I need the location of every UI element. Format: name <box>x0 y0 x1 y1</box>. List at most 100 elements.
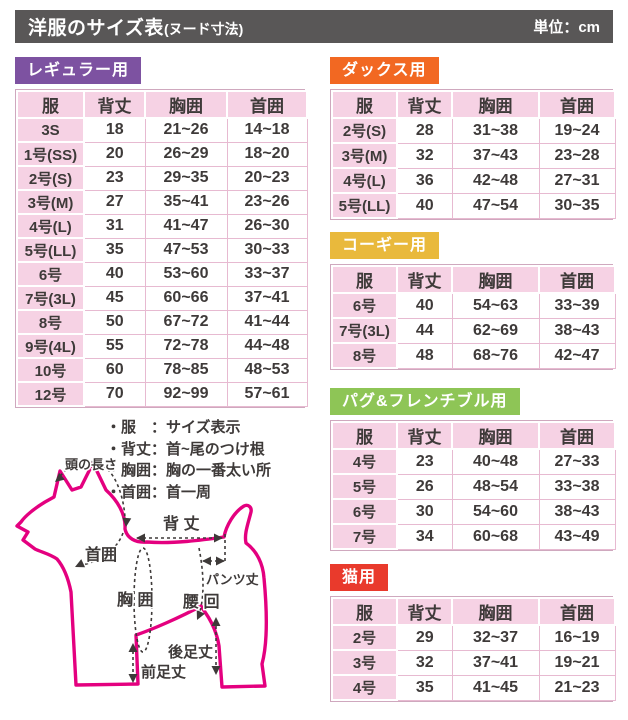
column-header: 胸囲 <box>451 265 540 294</box>
size-name-cell: 4号(L) <box>16 213 85 239</box>
value-cell: 48 <box>396 342 453 369</box>
measure-line-head <box>56 460 126 522</box>
column-header: 服 <box>331 421 398 450</box>
label-chest-girth: 胸 囲 <box>117 590 153 609</box>
size-table-corgi: 服背丈 胸囲 首囲 6号 40 54~63 33~39 7号(3L) 44 62~69 38~43 8… <box>331 265 616 369</box>
table-row: 8号 50 67~72 41~44 <box>16 309 308 335</box>
table-row: 4号(L) 31 41~47 26~30 <box>16 213 308 239</box>
value-cell: 55 <box>83 333 146 359</box>
size-name-cell: 1号(SS) <box>16 141 85 167</box>
value-cell: 33~37 <box>226 261 308 287</box>
value-cell: 44~48 <box>226 333 308 359</box>
value-cell: 72~78 <box>144 333 228 359</box>
table-row: 7号(3L) 44 62~69 38~43 <box>331 317 616 344</box>
badge-regular: レギュラー用 <box>15 57 142 84</box>
header-row: 服背丈 胸囲 首囲 <box>331 265 616 294</box>
size-table-dachshund: 服背丈 胸囲 首囲 2号(S) 28 31~38 19~24 3号(M) 32 37~43 23~2… <box>331 90 616 219</box>
value-cell: 60~66 <box>144 285 228 311</box>
value-cell: 41~45 <box>451 674 540 701</box>
column-header: 服 <box>331 597 398 626</box>
column-header: 背丈 <box>396 421 453 450</box>
column-header: 服 <box>16 90 85 119</box>
value-cell: 27~31 <box>538 167 616 194</box>
table-row: 6号 30 54~60 38~43 <box>331 498 616 525</box>
value-cell: 30~35 <box>538 192 616 219</box>
value-cell: 35~41 <box>144 189 228 215</box>
size-name-cell: 3号(M) <box>16 189 85 215</box>
page-title-suffix: (ヌード寸法) <box>163 21 244 37</box>
table-row: 9号(4L) 55 72~78 44~48 <box>16 333 308 359</box>
badge-pug-frenchbull: パグ&フレンチブル用 <box>330 388 520 415</box>
page-title: 洋服のサイズ表 <box>28 18 164 39</box>
value-cell: 29 <box>396 624 453 651</box>
value-cell: 26 <box>396 473 453 500</box>
size-name-cell: 6号 <box>16 261 85 287</box>
value-cell: 18~20 <box>226 141 308 167</box>
table-row: 10号 60 78~85 48~53 <box>16 357 308 383</box>
size-name-cell: 9号(4L) <box>16 333 85 359</box>
value-cell: 33~38 <box>538 473 616 500</box>
value-cell: 41~47 <box>144 213 228 239</box>
value-cell: 29~35 <box>144 165 228 191</box>
size-name-cell: 5号(LL) <box>16 237 85 263</box>
value-cell: 53~60 <box>144 261 228 287</box>
dog-measurement-diagram: 頭の長さ 背 丈 首囲 胸 囲 腰 回 パンツ丈 後足丈 前足丈 <box>13 450 313 718</box>
header-row: 服背丈 胸囲 首囲 <box>331 90 616 119</box>
size-name-cell: 12号 <box>16 381 85 407</box>
table-row: 3S 18 21~26 14~18 <box>16 117 308 143</box>
size-name-cell: 3号 <box>331 649 398 676</box>
size-name-cell: 8号 <box>331 342 398 369</box>
table-row: 8号 48 68~76 42~47 <box>331 342 616 369</box>
size-table-pug-frenchbull: 服背丈 胸囲 首囲 4号 23 40~48 27~33 5号 26 48~54 33~38 6号 30 5… <box>331 421 616 550</box>
value-cell: 54~60 <box>451 498 540 525</box>
header-row: 服背丈 胸囲 首囲 <box>16 90 308 119</box>
value-cell: 28 <box>396 117 453 144</box>
size-name-cell: 6号 <box>331 292 398 319</box>
section-cat: 猫用 服背丈 胸囲 首囲 2号 29 32~37 16~19 3号 32 37~41 19~21 4号… <box>330 564 616 702</box>
value-cell: 70 <box>83 381 146 407</box>
value-cell: 35 <box>83 237 146 263</box>
label-pants-length: パンツ丈 <box>206 572 259 587</box>
value-cell: 27~33 <box>538 448 616 475</box>
badge-cat: 猫用 <box>330 564 389 591</box>
value-cell: 60 <box>83 357 146 383</box>
value-cell: 32 <box>396 142 453 169</box>
value-cell: 26~29 <box>144 141 228 167</box>
value-cell: 50 <box>83 309 146 335</box>
column-header: 首囲 <box>538 265 616 294</box>
label-neck-girth: 首囲 <box>85 545 117 564</box>
column-header: 首囲 <box>538 90 616 119</box>
column-header: 背丈 <box>396 90 453 119</box>
value-cell: 27 <box>83 189 146 215</box>
unit-label: 単位：cm <box>533 19 600 36</box>
legend-item: ・背丈：首~尾のつけ根 <box>106 440 265 458</box>
value-cell: 92~99 <box>144 381 228 407</box>
column-header: 背丈 <box>396 265 453 294</box>
value-cell: 19~24 <box>538 117 616 144</box>
table-row: 5号(LL) 35 47~53 30~33 <box>16 237 308 263</box>
value-cell: 23~28 <box>538 142 616 169</box>
badge-corgi: コーギー用 <box>330 232 440 259</box>
value-cell: 31~38 <box>451 117 540 144</box>
value-cell: 42~48 <box>451 167 540 194</box>
size-name-cell: 7号(3L) <box>331 317 398 344</box>
value-cell: 37~41 <box>226 285 308 311</box>
measure-legend: ・服 ：サイズ表示 ・背丈：首~尾のつけ根 ・胸囲：胸の一番太い所 ・首囲：首一… <box>106 417 321 503</box>
table-row: 5号 26 48~54 33~38 <box>331 473 616 500</box>
value-cell: 20~23 <box>226 165 308 191</box>
size-name-cell: 4号 <box>331 674 398 701</box>
badge-dachshund: ダックス用 <box>330 57 439 84</box>
table-row: 2号 29 32~37 16~19 <box>331 624 616 651</box>
column-header: 胸囲 <box>451 597 540 626</box>
column-header: 服 <box>331 90 398 119</box>
measure-ellipse-chest <box>133 547 153 653</box>
value-cell: 14~18 <box>226 117 308 143</box>
label-waist-girth: 腰 回 <box>183 593 219 611</box>
column-header: 背丈 <box>396 597 453 626</box>
value-cell: 47~54 <box>451 192 540 219</box>
value-cell: 30~33 <box>226 237 308 263</box>
size-name-cell: 8号 <box>16 309 85 335</box>
value-cell: 40~48 <box>451 448 540 475</box>
value-cell: 36 <box>396 167 453 194</box>
column-header: 服 <box>331 265 398 294</box>
